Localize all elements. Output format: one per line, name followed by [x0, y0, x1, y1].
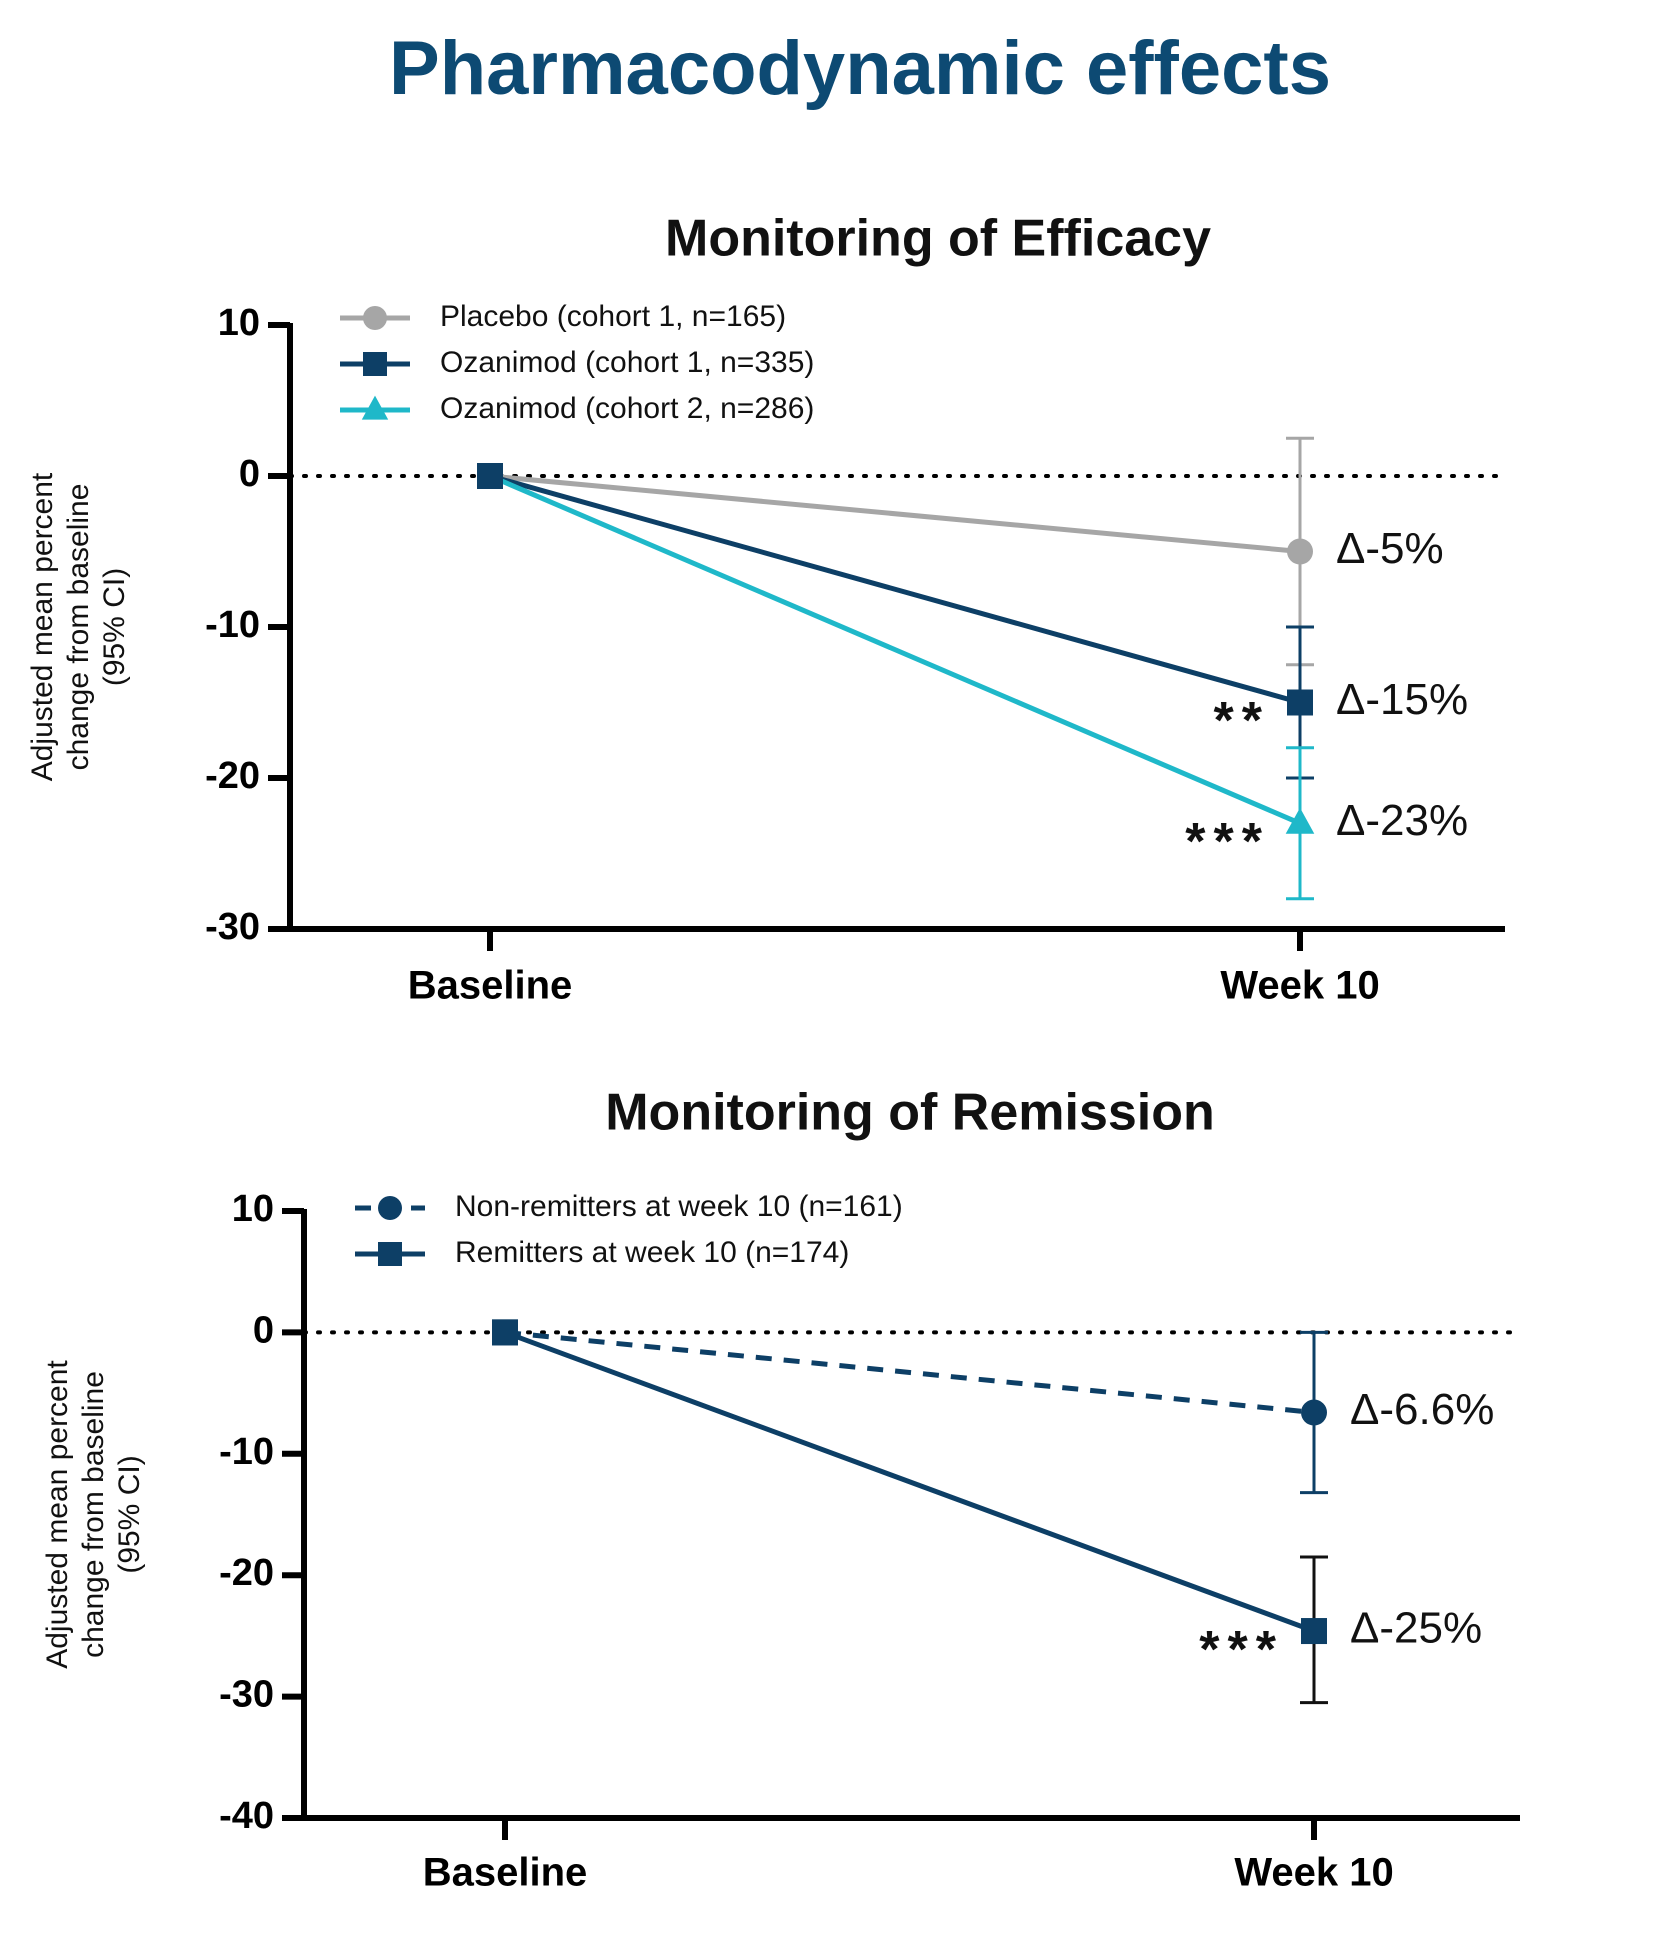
marker: [363, 306, 387, 330]
y-tick-label: 10: [232, 1188, 274, 1230]
y-axis-label-line: Adjusted mean percent: [41, 1360, 74, 1669]
y-tick-label: -10: [205, 604, 260, 646]
y-tick-label: -30: [219, 1674, 274, 1716]
marker: [492, 1319, 518, 1346]
x-tick-label: Baseline: [408, 964, 573, 1008]
series-line: [489, 473, 1301, 554]
y-tick-label: -40: [219, 1795, 274, 1837]
value-label: Δ-25%: [1350, 1604, 1482, 1653]
significance: ***: [1185, 813, 1270, 871]
marker: [1301, 1618, 1327, 1645]
y-tick-label: -20: [219, 1552, 274, 1594]
y-tick-label: -20: [205, 755, 260, 797]
y-axis-label-line: Adjusted mean percent: [26, 472, 59, 781]
page-title: Pharmacodynamic effects: [389, 26, 1331, 111]
y-axis-label: Adjusted mean percent change from baselin…: [26, 472, 131, 781]
value-label: Δ-23%: [1336, 796, 1468, 845]
y-tick-label: -10: [219, 1431, 274, 1473]
significance: ***: [1199, 1621, 1284, 1679]
y-axis-label-line: (95% CI): [98, 568, 131, 686]
legend-label: Placebo (cohort 1, n=165): [440, 300, 786, 333]
series-line: [504, 1330, 1315, 1634]
chart-title: Monitoring of Remission: [605, 1084, 1215, 1142]
y-axis-label-line: change from baseline: [62, 484, 95, 771]
y-tick-label: 0: [239, 453, 260, 495]
marker: [378, 1196, 402, 1220]
y-tick-label: 0: [253, 1309, 274, 1351]
series-line: [504, 1329, 1315, 1416]
legend-label: Non-remitters at week 10 (n=161): [455, 1190, 903, 1223]
x-tick-label: Week 10: [1220, 964, 1379, 1008]
legend-label: Remitters at week 10 (n=174): [455, 1236, 849, 1269]
marker: [378, 1242, 402, 1266]
marker: [363, 352, 387, 376]
marker: [1285, 807, 1315, 834]
series-line: [489, 473, 1301, 826]
value-label: Δ-15%: [1336, 675, 1468, 724]
marker: [361, 395, 389, 420]
significance: **: [1214, 692, 1270, 750]
marker: [477, 463, 503, 489]
marker: [1287, 538, 1313, 565]
y-axis-label-line: (95% CI): [113, 1455, 146, 1573]
legend-label: Ozanimod (cohort 2, n=286): [440, 392, 814, 425]
value-label: Δ-5%: [1336, 524, 1444, 573]
y-tick-label: -30: [205, 906, 260, 948]
chart-title: Monitoring of Efficacy: [665, 210, 1211, 268]
marker: [1287, 689, 1313, 716]
value-label: Δ-6.6%: [1350, 1385, 1494, 1434]
y-tick-label: 10: [218, 302, 260, 344]
y-axis-label-line: change from baseline: [77, 1371, 110, 1658]
marker: [1301, 1399, 1327, 1426]
x-tick-label: Baseline: [423, 1851, 588, 1895]
series-line: [489, 473, 1301, 705]
legend-label: Ozanimod (cohort 1, n=335): [440, 346, 814, 379]
y-axis-label: Adjusted mean percent change from baselin…: [41, 1360, 146, 1669]
x-tick-label: Week 10: [1234, 1851, 1393, 1895]
